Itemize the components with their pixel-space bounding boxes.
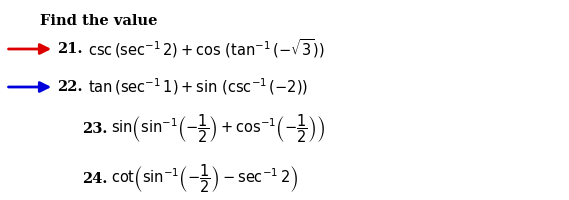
Text: $\cot\!\left(\sin^{-1}\!\left(-\dfrac{1}{2}\right) - \sec^{-1} 2\right)$: $\cot\!\left(\sin^{-1}\!\left(-\dfrac{1}… xyxy=(111,163,298,195)
Text: 22.: 22. xyxy=(57,80,83,94)
Text: $\mathrm{tan}\,(\sec^{-1} 1) + \sin\,(\csc^{-1}(-2))$: $\mathrm{tan}\,(\sec^{-1} 1) + \sin\,(\c… xyxy=(88,77,308,97)
Text: $\sin\!\left(\sin^{-1}\!\left(-\dfrac{1}{2}\right) + \cos^{-1}\!\left(-\dfrac{1}: $\sin\!\left(\sin^{-1}\!\left(-\dfrac{1}… xyxy=(111,113,325,145)
Text: 23.: 23. xyxy=(83,122,108,136)
Text: $\mathrm{csc}\,(\sec^{-1} 2) + \cos\,(\tan^{-1}(-\sqrt{3}))$: $\mathrm{csc}\,(\sec^{-1} 2) + \cos\,(\t… xyxy=(88,38,325,60)
Text: 21.: 21. xyxy=(57,42,83,56)
Text: Find the value: Find the value xyxy=(40,14,158,28)
Text: 24.: 24. xyxy=(83,172,108,186)
